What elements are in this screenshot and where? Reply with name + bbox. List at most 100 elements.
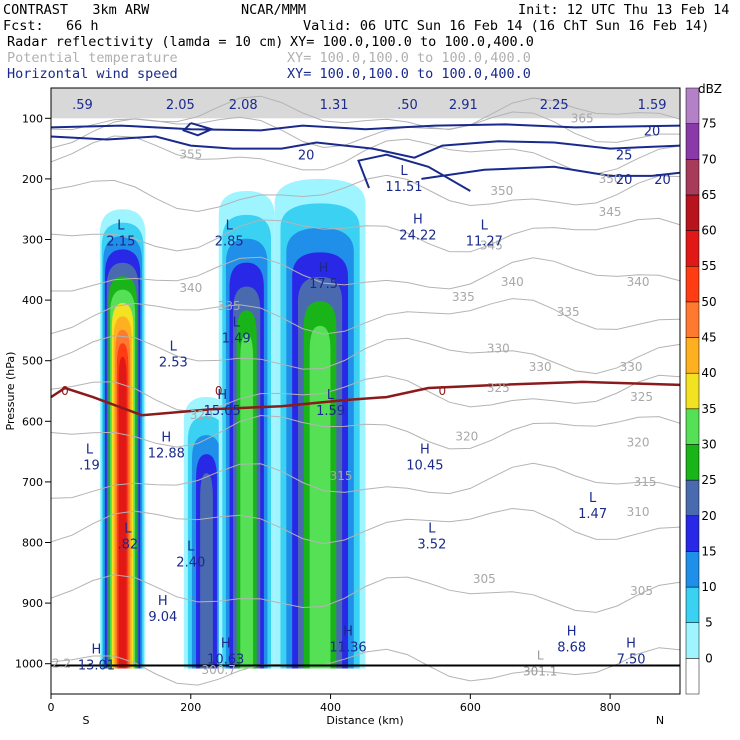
extremum-value-label: 10.45 bbox=[406, 459, 443, 474]
extremum-value-label: 1.59 bbox=[316, 404, 345, 419]
theta-contour-320 bbox=[51, 414, 680, 450]
header-org: NCAR/MMM bbox=[241, 2, 307, 18]
y-tick-label: 600 bbox=[22, 415, 43, 428]
theta-label: 335 bbox=[557, 305, 580, 319]
freezing-level-label-2: 0 bbox=[439, 384, 447, 398]
theta-label: 320 bbox=[455, 429, 478, 443]
colorbar-tick-label: 0 bbox=[705, 651, 713, 665]
colorbar-tick-label: 60 bbox=[701, 224, 716, 238]
extremum-type-label: H bbox=[158, 594, 168, 609]
extremum-value-label: 2.85 bbox=[215, 234, 244, 249]
theta-contour-300 bbox=[51, 647, 680, 686]
y-tick-label: 400 bbox=[22, 294, 43, 307]
theta-label: 315 bbox=[330, 469, 353, 483]
extremum-value-label: 10.63 bbox=[207, 653, 244, 668]
theta-label: 305 bbox=[630, 584, 653, 598]
theta-label: 300.7 bbox=[202, 663, 236, 677]
field-reflectivity-xy: XY= 100.0,100.0 to 100.0,400.0 bbox=[290, 34, 534, 50]
windspeed-label: 25 bbox=[616, 149, 633, 164]
extremum-type-label: L bbox=[124, 521, 132, 536]
field-windspeed-xy: XY= 100.0,100.0 to 100.0,400.0 bbox=[287, 66, 531, 82]
extremum-type-label: H bbox=[567, 624, 577, 639]
header-fcst-label: Fcst: bbox=[3, 18, 44, 34]
theta-label: 325 bbox=[487, 381, 510, 395]
x-axis-label: Distance (km) bbox=[326, 714, 403, 727]
colorbar-tick-label: 25 bbox=[701, 473, 716, 487]
theta-label: 330 bbox=[487, 342, 510, 356]
colorbar-unit: dBZ bbox=[698, 82, 722, 96]
header-model: CONTRAST 3km ARW bbox=[3, 2, 150, 18]
extremum-type-label: L bbox=[481, 218, 489, 233]
colorbar-swatch bbox=[685, 230, 700, 267]
theta-contour-340 bbox=[51, 256, 680, 292]
plot-frame bbox=[50, 87, 681, 695]
x-endpoint-right: N bbox=[656, 714, 664, 727]
extremum-type-label: L bbox=[226, 218, 234, 233]
theta-contour-330 bbox=[51, 335, 680, 375]
colorbar-swatch bbox=[685, 87, 700, 124]
x-tick-label: 600 bbox=[460, 701, 481, 714]
colorbar-swatch bbox=[685, 622, 700, 659]
colorbar-swatch bbox=[685, 337, 700, 374]
theta-label: 2.2 bbox=[52, 657, 71, 671]
extremum-value-label: 301.1 bbox=[523, 665, 557, 679]
colorbar-swatch bbox=[685, 479, 700, 517]
colorbar-swatch bbox=[685, 372, 700, 410]
theta-label: 310 bbox=[627, 505, 650, 519]
extremum-value-label: 7.50 bbox=[617, 653, 646, 668]
extremum-value-label: .82 bbox=[118, 537, 139, 552]
extremum-type-label: H bbox=[161, 431, 171, 446]
extremum-type-label: H bbox=[217, 388, 227, 403]
extremum-value-label: 2.53 bbox=[159, 356, 188, 371]
extremum-type-label: L bbox=[86, 443, 94, 458]
x-tick-label: 0 bbox=[48, 701, 55, 714]
colorbar-tick-label: 50 bbox=[701, 295, 716, 309]
extremum-type-label: H bbox=[221, 637, 231, 652]
windspeed-label: 20 bbox=[654, 173, 671, 188]
header-valid: Valid: 06 UTC Sun 16 Feb 14 (16 ChT Sun … bbox=[303, 18, 710, 34]
reflectivity-band-3-6 bbox=[309, 325, 331, 669]
theta-label: 345 bbox=[480, 239, 503, 253]
windspeed-contour-0 bbox=[51, 123, 680, 132]
field-theta-xy: XY= 100.0,100.0 to 100.0,400.0 bbox=[287, 50, 531, 66]
field-theta: Potential temperature bbox=[7, 50, 178, 66]
extremum-type-label: L bbox=[233, 315, 241, 330]
windspeed-label: 20 bbox=[644, 124, 661, 139]
colorbar-swatch bbox=[685, 551, 700, 588]
theta-contour-315 bbox=[51, 462, 680, 499]
extremum-value-label: 2.15 bbox=[106, 234, 135, 249]
theta-label: 350 bbox=[599, 172, 622, 186]
y-tick-label: 800 bbox=[22, 537, 43, 550]
y-tick-label: 100 bbox=[22, 112, 43, 125]
theta-contour-325 bbox=[51, 374, 680, 413]
colorbar-swatch bbox=[685, 444, 700, 481]
extremum-type-label: L bbox=[428, 521, 436, 536]
theta-label: 350 bbox=[490, 184, 513, 198]
theta-contour-345 bbox=[51, 217, 680, 253]
extremum-type-label: H bbox=[92, 643, 102, 658]
colorbar-swatch bbox=[685, 658, 700, 695]
x-tick-label: 400 bbox=[320, 701, 341, 714]
extremum-value-label: 11.51 bbox=[385, 180, 422, 195]
windspeed-label: 20 bbox=[298, 149, 315, 164]
theta-contour-335 bbox=[51, 298, 680, 335]
field-reflectivity: Radar reflectivity (lamda = 10 cm) bbox=[7, 34, 284, 50]
top-value-label: .50 bbox=[397, 98, 418, 113]
y-tick-label: 900 bbox=[22, 597, 43, 610]
upper-theta-band bbox=[51, 88, 680, 119]
theta-label: 330 bbox=[620, 360, 643, 374]
extremum-value-label: 24.22 bbox=[399, 228, 436, 243]
theta-label: 320 bbox=[627, 436, 650, 450]
freezing-level-line bbox=[51, 380, 680, 417]
extremum-value-label: 9.04 bbox=[148, 610, 177, 625]
freezing-level-label-1: 0 bbox=[215, 384, 223, 398]
theta-contour-305 bbox=[51, 574, 680, 613]
extremum-value-label: 11.27 bbox=[466, 234, 503, 249]
x-endpoint-left: S bbox=[83, 714, 90, 727]
windspeed-contour-4 bbox=[182, 122, 215, 137]
y-tick-label: 200 bbox=[22, 173, 43, 186]
extremum-value-label: 1.47 bbox=[578, 507, 607, 522]
colorbar-swatch bbox=[685, 301, 700, 338]
theta-label: 340 bbox=[627, 275, 650, 289]
